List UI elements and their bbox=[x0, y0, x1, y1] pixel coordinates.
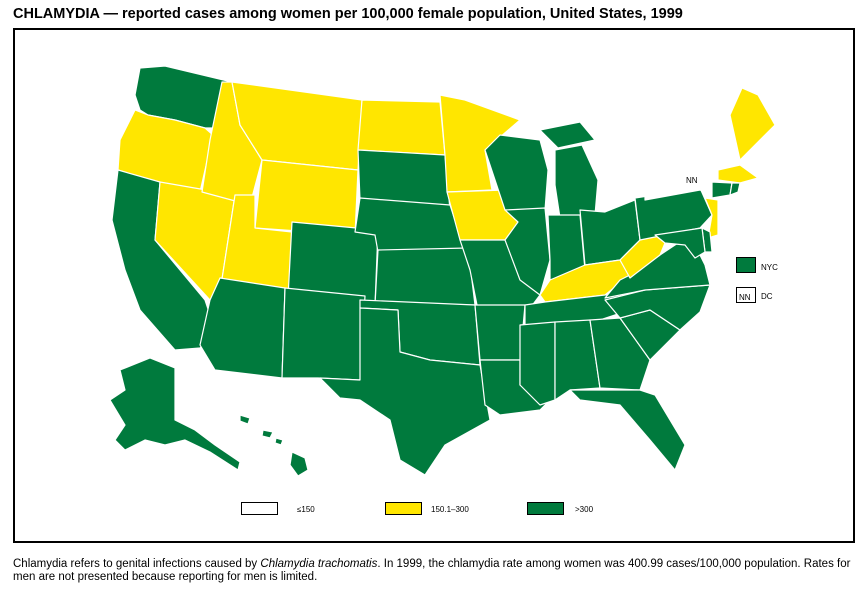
state-KS bbox=[374, 247, 476, 306]
state-AK bbox=[109, 357, 241, 471]
state-GA bbox=[589, 317, 651, 391]
footnote: Chlamydia refers to genital infections c… bbox=[13, 558, 861, 584]
state-ME bbox=[729, 87, 776, 161]
state-MA bbox=[717, 164, 759, 184]
state-NM bbox=[281, 287, 366, 381]
state-IL bbox=[504, 207, 551, 296]
map-frame: NN NYC NN DC ≤150 150.1–300 >300 bbox=[13, 28, 855, 543]
state-RI bbox=[729, 182, 741, 196]
state-MI bbox=[539, 121, 599, 219]
dc-nn-label: NN bbox=[739, 293, 751, 302]
state-AR bbox=[474, 304, 526, 361]
legend-label-high: >300 bbox=[575, 505, 594, 514]
footnote-italic: Chlamydia trachomatis bbox=[260, 558, 378, 570]
state-AL bbox=[554, 319, 601, 401]
state-AZ bbox=[199, 277, 286, 379]
page-title: CHLAMYDIA — reported cases among women p… bbox=[13, 6, 683, 22]
nyc-box bbox=[736, 257, 756, 273]
dc-label: DC bbox=[761, 292, 773, 301]
legend-swatch-low bbox=[241, 502, 278, 515]
state-NY bbox=[644, 134, 721, 201]
nyc-label: NYC bbox=[761, 263, 778, 272]
state-FL bbox=[569, 389, 686, 471]
state-CT bbox=[711, 181, 733, 199]
state-ND bbox=[357, 99, 446, 156]
state-NJ bbox=[704, 197, 719, 239]
state-WI bbox=[484, 134, 549, 211]
footnote-prefix: Chlamydia refers to genital infections c… bbox=[13, 558, 261, 570]
state-HI bbox=[239, 414, 309, 477]
legend-label-mid: 150.1–300 bbox=[431, 505, 469, 514]
legend-swatch-mid bbox=[385, 502, 422, 515]
dc-box: NN bbox=[736, 287, 756, 303]
state-MD bbox=[654, 227, 706, 259]
legend-swatch-high bbox=[527, 502, 564, 515]
state-TX bbox=[319, 307, 491, 476]
legend-label-low: ≤150 bbox=[297, 505, 315, 514]
footnote-suffix: . In 1999, the chlamydia rate among wome… bbox=[13, 558, 851, 583]
ny-nn-label: NN bbox=[686, 176, 698, 185]
us-map: NN bbox=[109, 65, 776, 477]
state-MN bbox=[439, 94, 521, 193]
